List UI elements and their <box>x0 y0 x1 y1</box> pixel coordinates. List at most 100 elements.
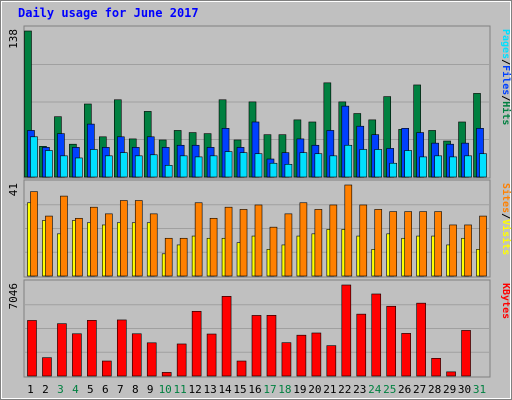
bar-sites-3 <box>60 195 68 277</box>
legend-separator: / <box>500 213 511 219</box>
x-tick-label: 19 <box>293 383 306 396</box>
x-tick-label: 5 <box>87 383 94 396</box>
x-tick-label: 8 <box>132 383 139 396</box>
bar-kbytes-28 <box>431 358 441 377</box>
x-tick-label: 6 <box>102 383 109 396</box>
x-tick-label: 11 <box>174 383 187 396</box>
x-tick-label: 24 <box>368 383 382 396</box>
bar-pages-8 <box>134 155 143 178</box>
x-tick-label: 16 <box>248 383 261 396</box>
bar-sites-19 <box>299 202 308 277</box>
bar-sites-30 <box>464 224 472 277</box>
bar-sites-11 <box>179 237 188 277</box>
bar-pages-1 <box>30 136 38 178</box>
legend-separator: / <box>500 59 511 65</box>
x-tick-label: 15 <box>233 383 246 396</box>
bar-kbytes-11 <box>176 343 187 377</box>
bar-kbytes-26 <box>401 333 411 377</box>
x-tick-label: 21 <box>323 383 336 396</box>
x-tick-label: 14 <box>218 383 232 396</box>
x-tick-label: 23 <box>353 383 366 396</box>
x-tick-label: 1 <box>27 383 34 396</box>
bar-sites-13 <box>209 217 218 277</box>
x-tick-label: 9 <box>147 383 154 396</box>
x-tick-label: 17 <box>263 383 276 396</box>
bar-sites-5 <box>90 206 98 277</box>
legend-hits: Hits <box>500 101 512 125</box>
x-tick-label: 10 <box>159 383 172 396</box>
y-max-label: 41 <box>7 183 20 196</box>
bar-sites-21 <box>329 204 338 277</box>
bar-kbytes-25 <box>386 305 397 377</box>
bar-kbytes-13 <box>206 333 217 377</box>
bar-pages-29 <box>449 156 457 178</box>
bar-kbytes-3 <box>57 323 67 377</box>
bar-sites-16 <box>254 204 263 277</box>
bar-sites-22 <box>344 184 353 277</box>
x-tick-label: 7 <box>117 383 124 396</box>
bar-kbytes-19 <box>296 334 307 377</box>
legend-kbytes: KBytes <box>500 283 511 319</box>
bar-pages-19 <box>299 152 308 178</box>
bar-sites-1 <box>30 191 38 277</box>
bar-pages-27 <box>419 156 427 178</box>
bar-kbytes-10 <box>161 372 172 377</box>
bar-pages-23 <box>359 149 368 178</box>
y-max-label: 7046 <box>7 283 20 310</box>
x-tick-label: 27 <box>413 383 426 396</box>
x-tick-label: 13 <box>203 383 216 396</box>
bar-kbytes-18 <box>281 342 292 377</box>
bar-pages-7 <box>119 152 128 178</box>
x-tick-label: 3 <box>57 383 64 396</box>
bar-pages-15 <box>239 152 248 178</box>
x-tick-label: 2 <box>42 383 49 396</box>
bar-kbytes-4 <box>72 333 82 377</box>
x-tick-label: 12 <box>189 383 202 396</box>
bar-sites-23 <box>359 204 368 277</box>
bar-pages-11 <box>179 155 188 178</box>
bar-sites-26 <box>404 211 412 277</box>
bar-kbytes-9 <box>146 342 157 377</box>
bar-kbytes-24 <box>371 293 382 377</box>
bar-pages-3 <box>60 155 68 178</box>
legend-0: Pages/Files/Hits <box>500 29 512 125</box>
bar-kbytes-17 <box>266 314 277 377</box>
panel-border <box>23 279 491 378</box>
bar-sites-31 <box>479 215 487 277</box>
bar-pages-2 <box>45 150 53 178</box>
bar-pages-13 <box>209 155 218 178</box>
bar-pages-6 <box>105 155 113 178</box>
bar-sites-12 <box>194 202 203 277</box>
bar-sites-8 <box>134 200 143 277</box>
bar-pages-21 <box>329 155 338 178</box>
chart-title: Daily usage for June 2017 <box>18 6 199 20</box>
bar-pages-12 <box>194 156 203 178</box>
legend-2: KBytes <box>500 283 511 319</box>
bar-sites-14 <box>224 206 233 277</box>
bar-sites-27 <box>419 211 427 277</box>
legend-pages: Pages <box>500 29 511 59</box>
bar-sites-9 <box>149 213 158 277</box>
bar-kbytes-15 <box>236 360 247 377</box>
bar-pages-18 <box>284 164 293 178</box>
bar-kbytes-21 <box>326 345 337 377</box>
bar-sites-25 <box>389 211 398 277</box>
legend-sites: Sites <box>500 183 512 213</box>
bar-pages-22 <box>344 144 353 178</box>
bar-kbytes-23 <box>356 313 367 377</box>
legend-1: Sites/Visits <box>500 183 512 255</box>
bar-kbytes-2 <box>42 357 52 377</box>
bar-pages-24 <box>374 149 383 178</box>
bar-sites-28 <box>434 211 442 277</box>
bar-sites-10 <box>164 237 173 277</box>
legend-separator: / <box>500 95 511 101</box>
bar-kbytes-1 <box>27 320 37 377</box>
bar-pages-9 <box>149 154 158 178</box>
bar-kbytes-8 <box>131 333 142 377</box>
bar-pages-20 <box>314 153 323 178</box>
bar-pages-28 <box>434 155 442 178</box>
bar-kbytes-14 <box>221 296 232 377</box>
